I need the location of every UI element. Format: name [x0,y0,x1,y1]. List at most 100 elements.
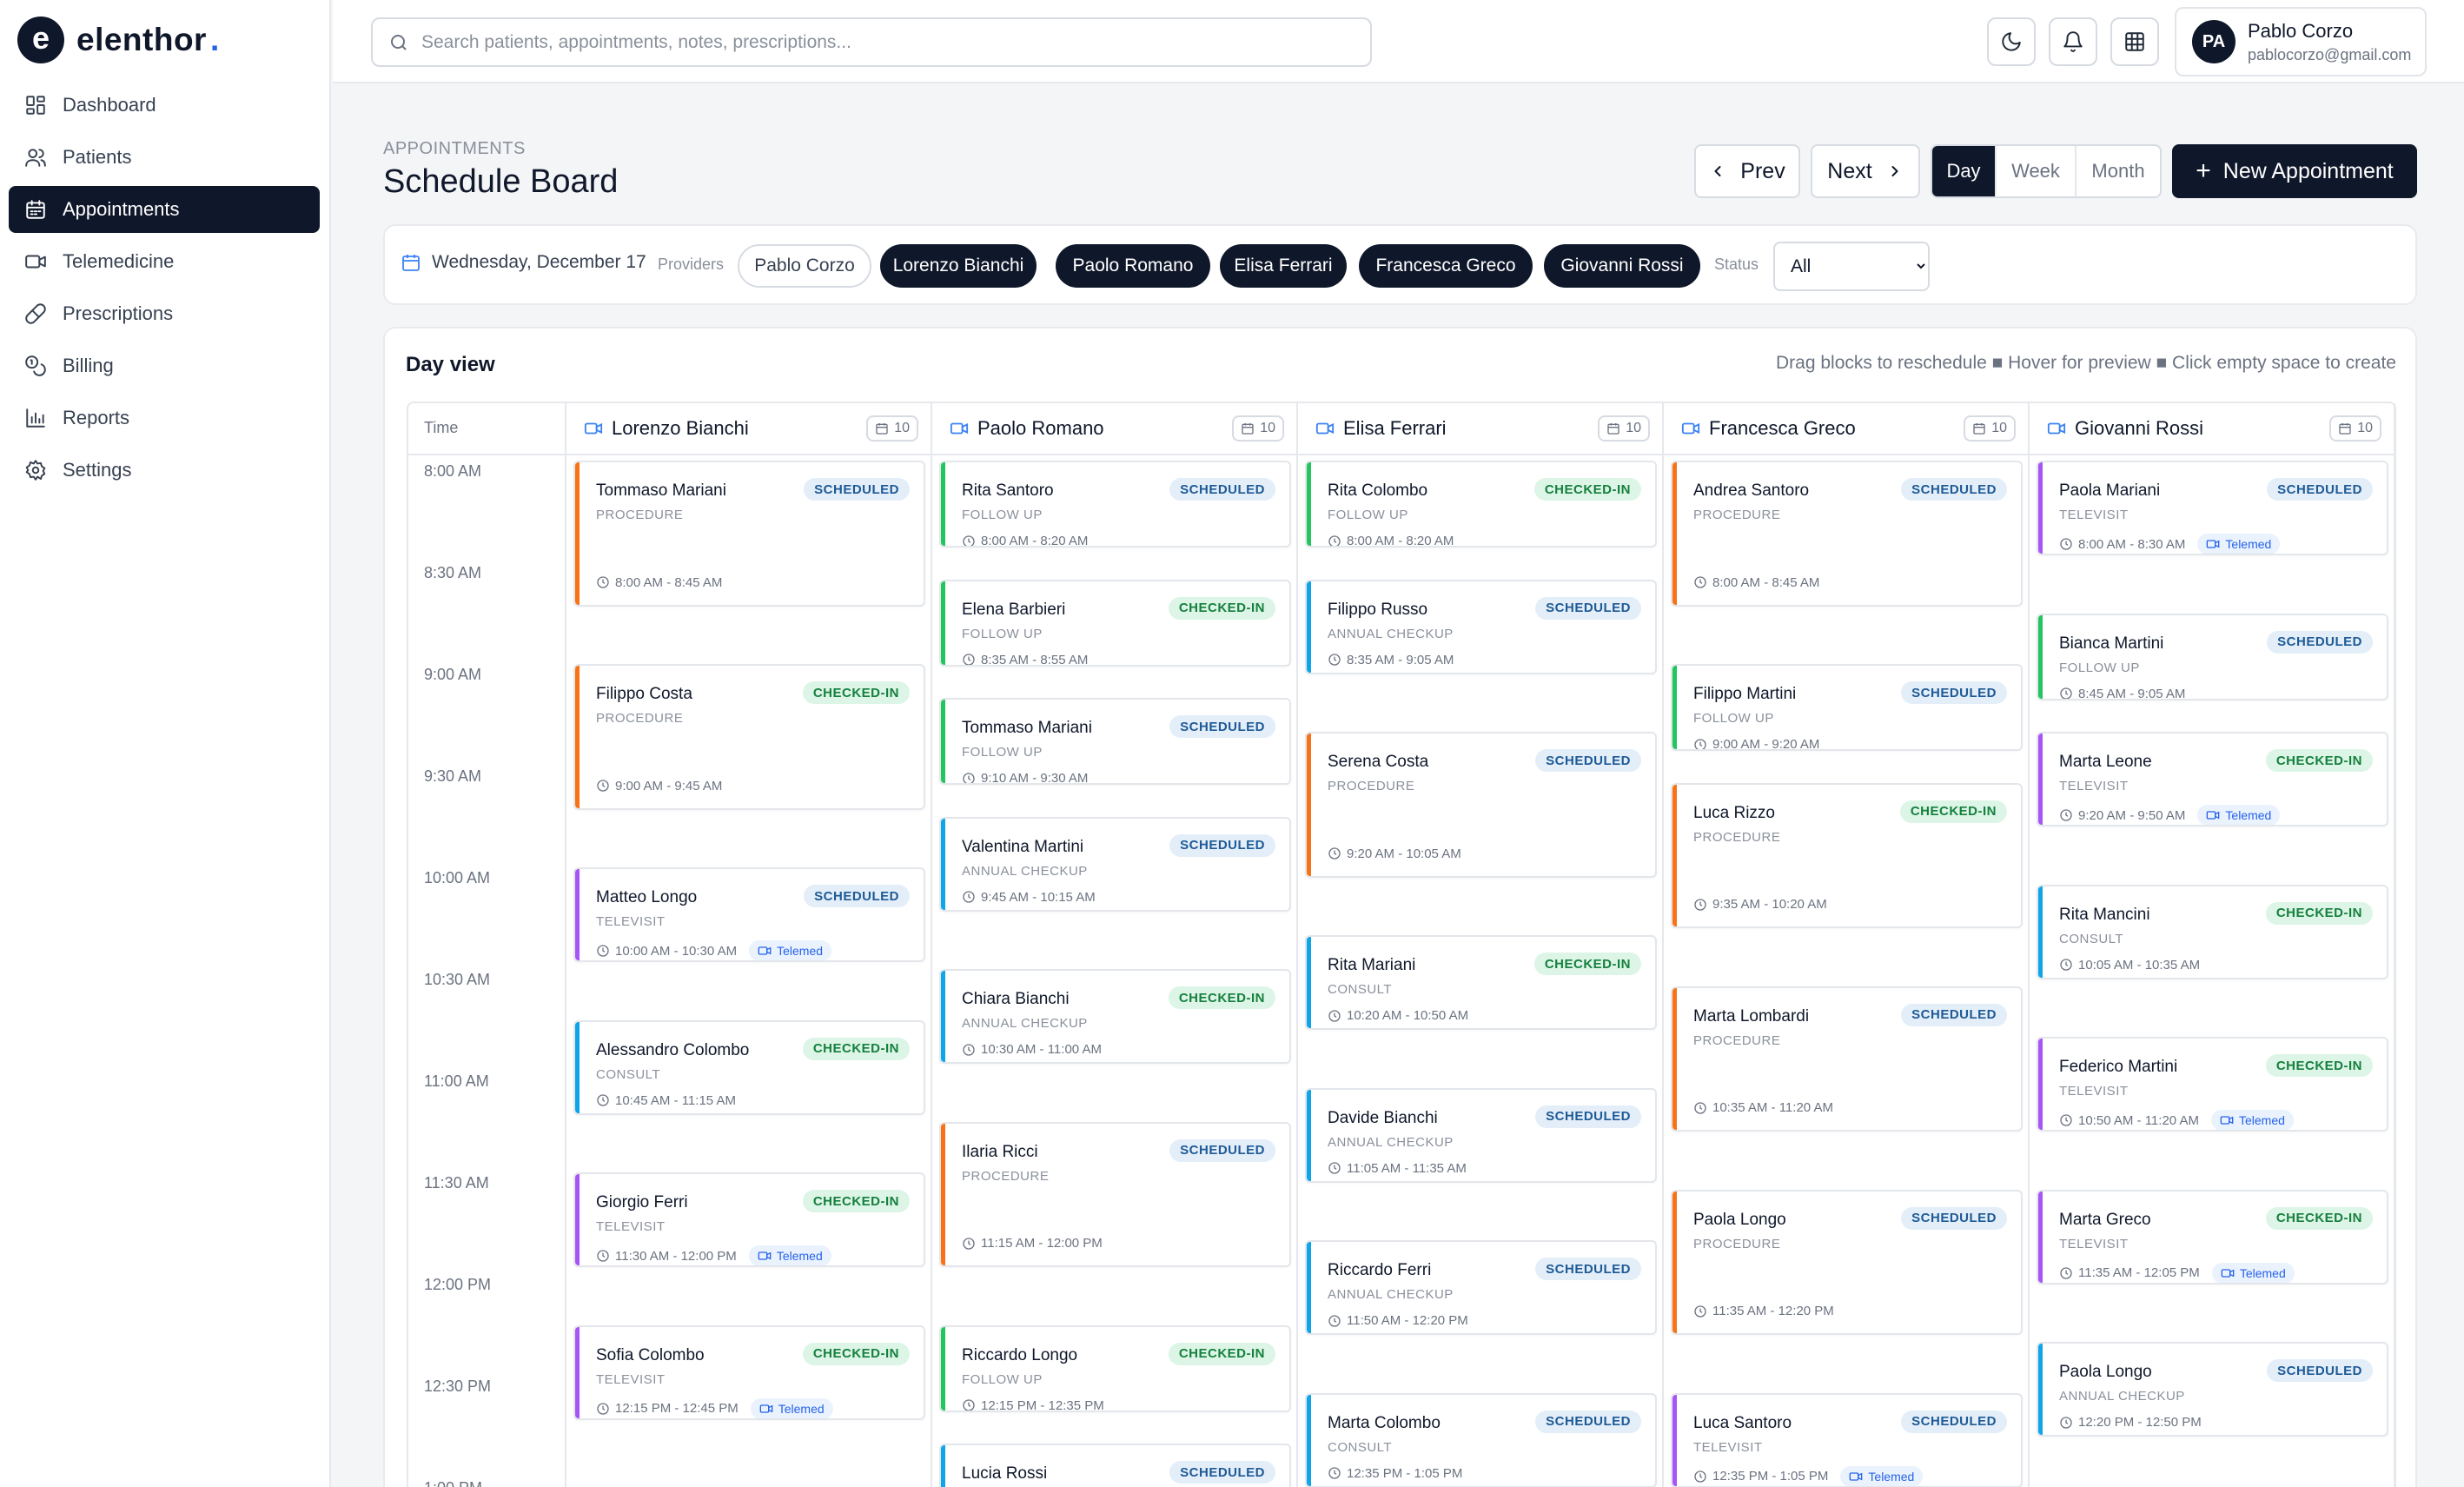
appointment-card[interactable]: Davide Bianchi SCHEDULED ANNUAL CHECKUP 11:… [1305,1087,1657,1183]
notifications-button[interactable] [2049,17,2097,66]
provider-column[interactable]: Francesca Greco 10 Andrea Santoro SCHEDULED… [1664,403,2030,1487]
sidebar-item-patients[interactable]: Patients [9,134,320,181]
appointment-card[interactable]: Marta Colombo SCHEDULED CONSULT 12:35 PM - … [1305,1392,1657,1487]
appointment-card[interactable]: Lucia Rossi SCHEDULED [939,1444,1291,1487]
patient-name: Marta Leone [2059,753,2152,771]
appointment-card[interactable]: Rita Colombo CHECKED-IN FOLLOW UP 8:00 AM -… [1305,461,1657,548]
apps-grid-button[interactable] [2110,17,2159,66]
appointment-card[interactable]: Alessandro Colombo CHECKED-IN CONSULT 10:45… [573,1019,925,1115]
appointment-card[interactable]: Marta Greco CHECKED-IN TELEVISIT 11:35 AM -… [2037,1189,2388,1285]
telemed-badge[interactable]: Telemed [2197,534,2281,554]
provider-column[interactable]: Giovanni Rossi 10 Paola Mariani SCHEDULED TE… [2030,403,2395,1487]
chevron-left-icon [1714,166,1721,176]
bar-chart-icon [26,408,45,428]
search-box[interactable] [371,17,1372,67]
appointment-card[interactable]: Riccardo Ferri SCHEDULED ANNUAL CHECKUP 11:… [1305,1240,1657,1335]
provider-chip[interactable]: Giovanni Rossi [1544,244,1700,288]
clock-icon [2060,1114,2072,1126]
appointment-card[interactable]: Rita Santoro SCHEDULED FOLLOW UP 8:00 AM - … [939,461,1291,548]
provider-chip[interactable]: Francesca Greco [1359,244,1533,288]
telemed-badge[interactable]: Telemed [750,1397,833,1418]
provider-column[interactable]: Paolo Romano 10 Rita Santoro SCHEDULED FOLLO… [932,403,1298,1487]
theme-toggle-button[interactable] [1987,17,2036,66]
appointment-card[interactable]: Marta Leone CHECKED-IN TELEVISIT 9:20 AM - … [2037,732,2388,826]
telemed-badge[interactable]: Telemed [2211,1262,2295,1283]
date-picker[interactable]: Wednesday, December 17 [401,252,646,273]
sidebar-item-dashboard[interactable]: Dashboard [9,82,320,129]
sidebar-item-settings[interactable]: Settings [9,447,320,494]
provider-chip[interactable]: Pablo Corzo [738,244,871,288]
schedule-grid[interactable]: Time 8:00 AM 8:30 AM 9:00 AM 9:30 AM 10:00 A… [407,402,2396,1487]
appointment-count: 10 [1626,421,1641,435]
search-input[interactable] [421,31,1360,53]
prev-button[interactable]: Prev [1694,144,1800,198]
appointment-card[interactable]: Tommaso Mariani SCHEDULED PROCEDURE 8:00 AM… [573,461,925,607]
sidebar-item-label: Billing [63,355,114,376]
provider-column[interactable]: Elisa Ferrari 10 Rita Colombo CHECKED-IN FOL… [1298,403,1664,1487]
time-range: 9:10 AM - 9:30 AM [981,771,1089,785]
telemed-badge[interactable]: Telemed [748,1245,831,1265]
appointment-type: FOLLOW UP [962,745,1043,760]
new-appointment-button[interactable]: + New Appointment [2172,144,2417,198]
appointment-card[interactable]: Ilaria Ricci SCHEDULED PROCEDURE 11:15 AM -… [939,1121,1291,1267]
appointment-card[interactable]: Riccardo Longo CHECKED-IN FOLLOW UP 12:15 P… [939,1324,1291,1412]
sidebar-item-reports[interactable]: Reports [9,395,320,441]
telemed-badge[interactable]: Telemed [1840,1465,1924,1486]
appointment-card[interactable]: Matteo Longo SCHEDULED TELEVISIT 10:00 AM -… [573,867,925,962]
appointment-card[interactable]: Andrea Santoro SCHEDULED PROCEDURE 8:00 AM … [1671,461,2023,607]
sidebar-item-telemedicine[interactable]: Telemedicine [9,238,320,285]
status-select[interactable]: All [1773,242,1930,291]
provider-column[interactable]: Lorenzo Bianchi 10 Tommaso Mariani SCHEDULE… [566,403,932,1487]
appointment-card[interactable]: Marta Lombardi SCHEDULED PROCEDURE 10:35 AM… [1671,986,2023,1132]
provider-name: Elisa Ferrari [1343,417,1447,439]
provider-chip[interactable]: Paolo Romano [1056,244,1210,288]
appointment-card[interactable]: Federico Martini CHECKED-IN TELEVISIT 10:50… [2037,1037,2388,1132]
view-month-button[interactable]: Month [2075,146,2160,196]
clock-icon [2060,1416,2072,1429]
sidebar-item-prescriptions[interactable]: Prescriptions [9,290,320,337]
telemed-label: Telemed [2225,537,2272,551]
appointment-card[interactable]: Paola Mariani SCHEDULED TELEVISIT 8:00 AM -… [2037,461,2388,555]
appointment-card[interactable]: Rita Mancini CHECKED-IN CONSULT 10:05 AM - … [2037,884,2388,979]
plus-icon: + [2196,156,2211,185]
view-week-button[interactable]: Week [1995,146,2075,196]
appointment-time: 9:10 AM - 9:30 AM [962,771,1089,785]
appointment-card[interactable]: Serena Costa SCHEDULED PROCEDURE 9:20 AM - … [1305,732,1657,878]
appointment-card[interactable]: Filippo Costa CHECKED-IN PROCEDURE 9:00 AM … [573,664,925,810]
provider-chip[interactable]: Lorenzo Bianchi [880,244,1037,288]
status-badge: SCHEDULED [1169,715,1275,738]
time-slot-label: 10:30 AM [424,971,491,988]
video-icon [1850,1471,1863,1481]
telemed-badge[interactable]: Telemed [2210,1110,2294,1130]
next-button[interactable]: Next [1811,144,1920,198]
appointment-time: 10:05 AM - 10:35 AM [2059,958,2200,973]
telemed-badge[interactable]: Telemed [749,940,832,960]
telemed-badge[interactable]: Telemed [2197,805,2281,825]
sidebar-item-appointments[interactable]: Appointments [9,186,320,233]
user-menu[interactable]: PA Pablo Corzo pablocorzo@gmail.com [2175,7,2427,76]
time-range: 10:05 AM - 10:35 AM [2078,957,2201,973]
clock-icon [1328,1009,1341,1022]
appointment-card[interactable]: Bianca Martini SCHEDULED FOLLOW UP 8:45 AM … [2037,613,2388,700]
appointment-card[interactable]: Filippo Martini SCHEDULED FOLLOW UP 9:00 AM… [1671,664,2023,751]
appointment-card[interactable]: Luca Rizzo CHECKED-IN PROCEDURE 9:35 AM - 1… [1671,782,2023,928]
appointment-card[interactable]: Elena Barbieri CHECKED-IN FOLLOW UP 8:35 AM… [939,579,1291,667]
brand-logo[interactable]: e elenthor . [17,16,219,64]
appointment-card[interactable]: Paola Longo SCHEDULED ANNUAL CHECKUP 12:20 … [2037,1342,2388,1437]
appointment-type: TELEVISIT [2059,779,2129,793]
appointment-card[interactable]: Paola Longo SCHEDULED PROCEDURE 11:35 AM - … [1671,1189,2023,1335]
appointment-card[interactable]: Valentina Martini SCHEDULED ANNUAL CHECKUP… [939,816,1291,912]
status-badge: SCHEDULED [1169,1138,1275,1162]
appointment-card[interactable]: Tommaso Mariani SCHEDULED FOLLOW UP 9:10 AM… [939,698,1291,785]
appointment-card[interactable]: Sofia Colombo CHECKED-IN TELEVISIT 12:15 PM… [573,1324,925,1420]
appointment-card[interactable]: Chiara Bianchi CHECKED-IN ANNUAL CHECKUP 10… [939,969,1291,1064]
appointment-card[interactable]: Rita Mariani CHECKED-IN CONSULT 10:20 AM - … [1305,935,1657,1030]
appointment-type-stripe [941,818,945,910]
view-day-button[interactable]: Day [1932,146,1995,196]
appointment-card[interactable]: Giorgio Ferri CHECKED-IN TELEVISIT 11:30 AM… [573,1172,925,1267]
appointment-card[interactable]: Luca Santoro SCHEDULED TELEVISIT 12:35 PM -… [1671,1392,2023,1487]
sidebar-item-billing[interactable]: Billing [9,342,320,389]
appointment-card[interactable]: Filippo Russo SCHEDULED ANNUAL CHECKUP 8:35… [1305,579,1657,674]
clock-icon [963,1237,975,1250]
provider-chip[interactable]: Elisa Ferrari [1220,244,1347,288]
